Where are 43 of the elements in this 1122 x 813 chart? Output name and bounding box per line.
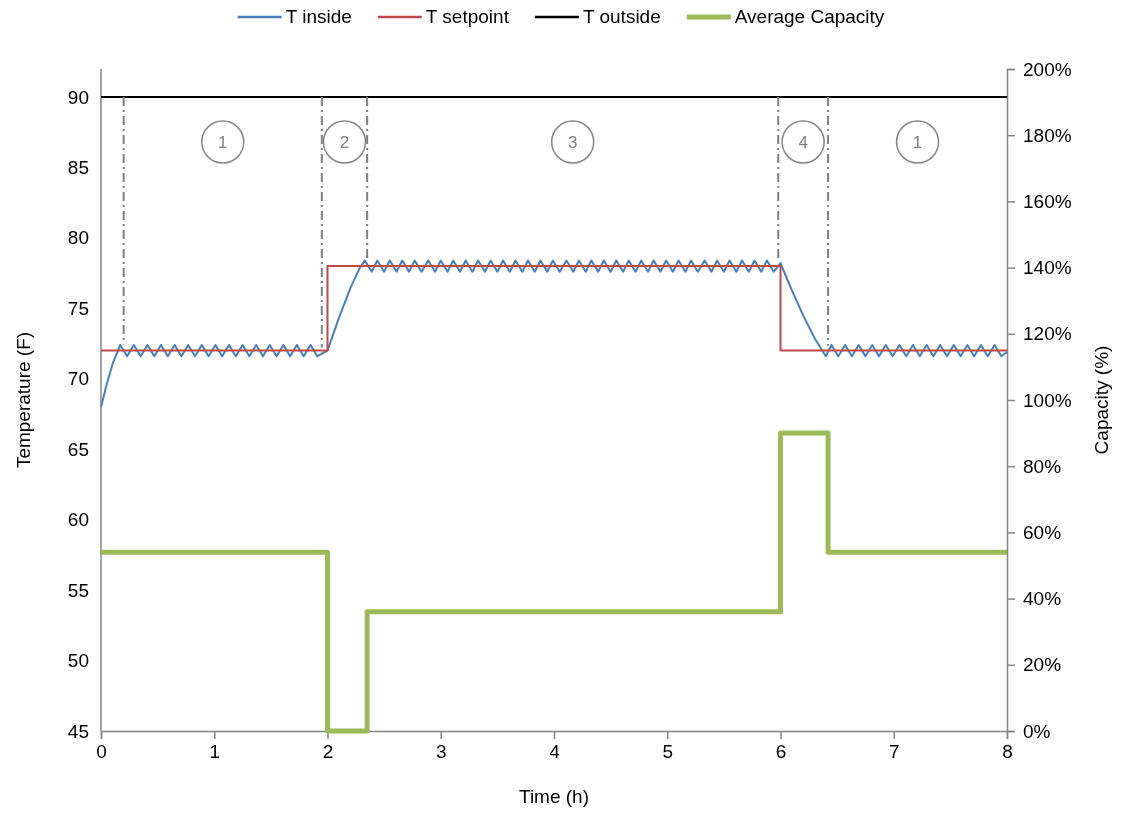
- annotation: 4: [798, 133, 808, 152]
- y-tick-label: 50: [67, 650, 89, 672]
- x-tick-label: 7: [888, 741, 900, 763]
- legend-label: T inside: [285, 6, 352, 27]
- y2-tick-label: 100%: [1023, 389, 1072, 411]
- y-tick-label: 65: [67, 438, 89, 460]
- y2-tick-label: 80%: [1023, 455, 1062, 477]
- y-tick-label: 80: [67, 227, 89, 249]
- annotation: 3: [567, 133, 578, 152]
- legend-label: Average Capacity: [734, 6, 885, 27]
- y-tick-label: 45: [67, 720, 89, 742]
- y2-tick-label: 140%: [1023, 257, 1072, 279]
- y2-tick-label: 180%: [1023, 124, 1072, 146]
- y2-tick-label: 160%: [1023, 190, 1072, 212]
- y2-tick-label: 40%: [1023, 588, 1062, 610]
- legend-label: T setpoint: [425, 6, 510, 27]
- y-axis-title: Temperature (F): [13, 331, 34, 469]
- y2-tick-label: 60%: [1023, 521, 1062, 543]
- line-series: [100, 259, 1008, 408]
- y-tick-label: 60: [67, 509, 89, 531]
- y-tick-label: 75: [67, 297, 89, 319]
- x-tick-label: 4: [549, 741, 561, 763]
- y2-tick-label: 200%: [1023, 58, 1072, 80]
- x-tick-label: 1: [209, 741, 221, 763]
- y-tick-label: 90: [67, 86, 89, 108]
- y2-tick-label: 20%: [1023, 654, 1062, 676]
- annotation: 2: [339, 133, 350, 152]
- annotation: 1: [218, 133, 228, 152]
- x-tick-label: 2: [322, 741, 334, 763]
- y2-axis-title: Capacity (%): [1091, 345, 1112, 455]
- y-tick-label: 55: [67, 579, 89, 601]
- y2-tick-label: 120%: [1023, 323, 1072, 345]
- x-tick-label: 3: [435, 741, 447, 763]
- y-tick-label: 70: [67, 368, 89, 390]
- annotation: 1: [912, 133, 923, 152]
- x-axis-title: Time (h): [518, 786, 590, 807]
- legend-label: T outside: [582, 6, 661, 27]
- x-tick-label: 5: [662, 741, 674, 763]
- y2-tick-label: 0%: [1023, 720, 1051, 742]
- x-tick-label: 6: [775, 741, 787, 763]
- x-tick-label: 0: [96, 741, 107, 763]
- y-tick-label: 85: [67, 157, 89, 179]
- x-tick-label: 8: [1002, 741, 1013, 763]
